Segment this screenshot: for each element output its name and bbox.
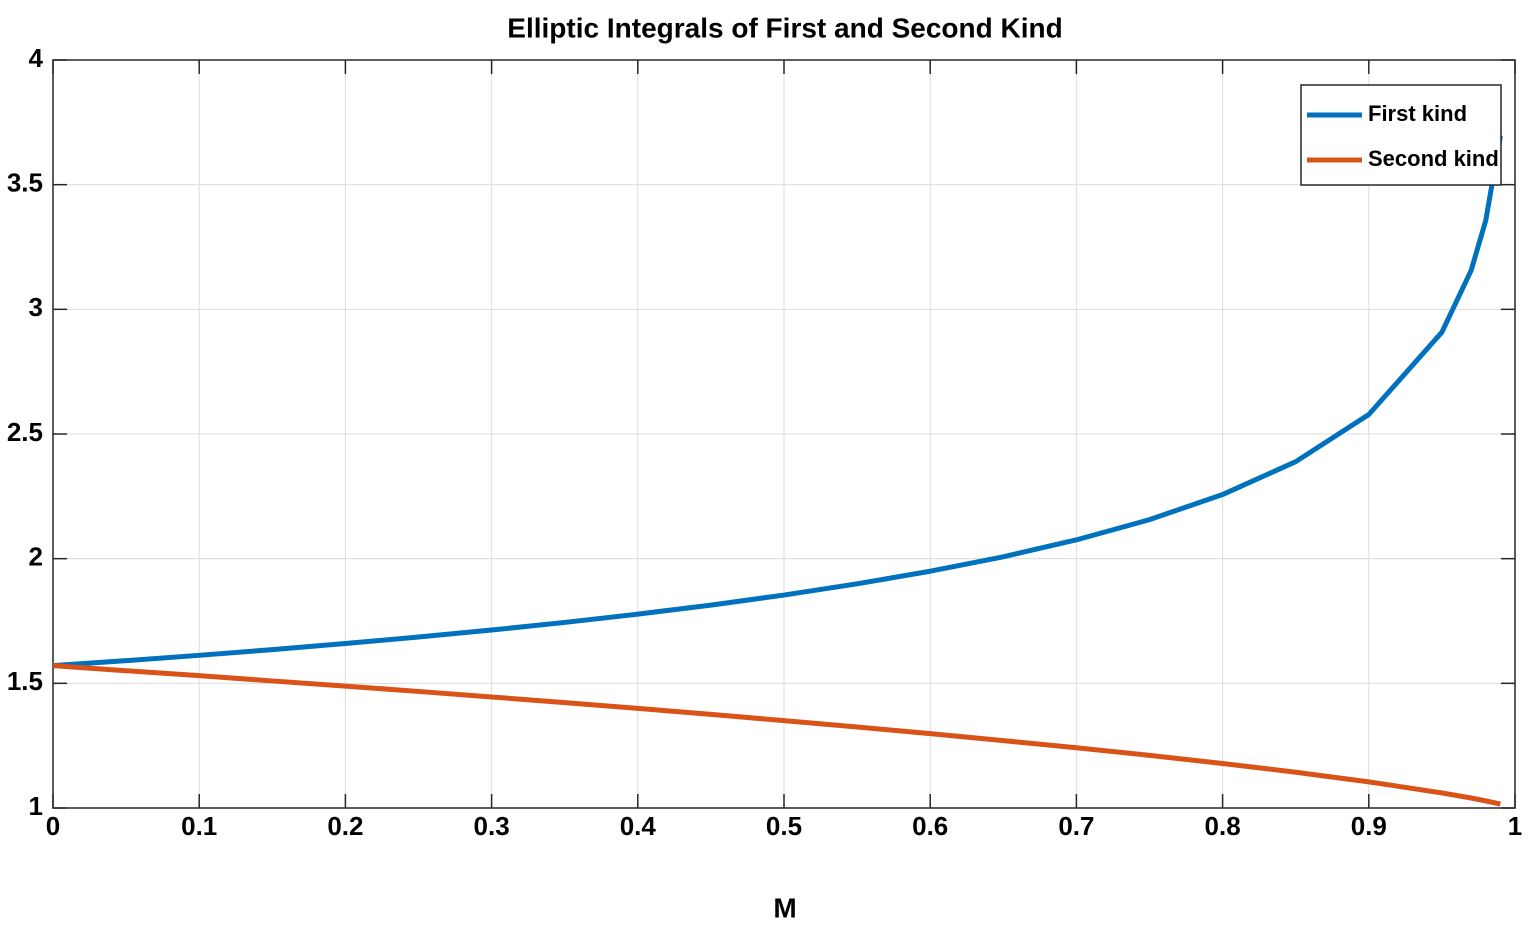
x-tick-label: 1: [1508, 811, 1522, 841]
series-line: [52, 663, 1501, 807]
x-tick-label: 0.9: [1351, 811, 1387, 841]
y-tick-label: 3: [29, 292, 43, 322]
x-tick-label: 0.8: [1205, 811, 1241, 841]
x-tick-label: 0.4: [620, 811, 657, 841]
chart-title: Elliptic Integrals of First and Second K…: [507, 12, 1062, 43]
y-tick-label: 3.5: [7, 168, 43, 198]
x-tick-label: 0.3: [474, 811, 510, 841]
x-tick-label: 0.1: [181, 811, 217, 841]
y-tick-label: 1.5: [7, 666, 43, 696]
x-tick-label: 0.5: [766, 811, 802, 841]
y-tick-label: 2: [29, 542, 43, 572]
x-tick-label: 0.7: [1058, 811, 1094, 841]
y-tick-label: 1: [29, 791, 43, 821]
x-tick-label: 0: [46, 811, 60, 841]
x-axis-label: M: [773, 892, 796, 923]
y-tick-label: 4: [29, 43, 44, 73]
x-tick-label: 0.2: [327, 811, 363, 841]
legend-box: [1300, 84, 1502, 186]
axes-box: [52, 59, 1516, 809]
series-line: [52, 135, 1503, 669]
y-tick-label: 2.5: [7, 417, 43, 447]
legend-label: First kind: [1368, 101, 1467, 126]
x-tick-label: 0.6: [912, 811, 948, 841]
legend-label: Second kind: [1368, 146, 1499, 171]
